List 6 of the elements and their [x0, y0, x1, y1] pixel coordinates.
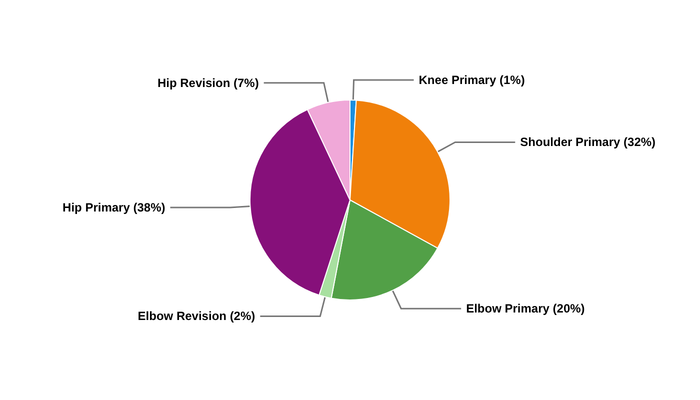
slice-label: Elbow Primary (20%) — [466, 302, 585, 316]
slice-label: Shoulder Primary (32%) — [520, 135, 656, 150]
slice-label: Hip Primary (38%) — [62, 200, 166, 215]
slice-label: Knee Primary (1%) — [418, 73, 525, 88]
slice-label: Hip Revision (7%) — [157, 76, 259, 90]
slice-label: Elbow Revision (2%) — [138, 309, 256, 324]
